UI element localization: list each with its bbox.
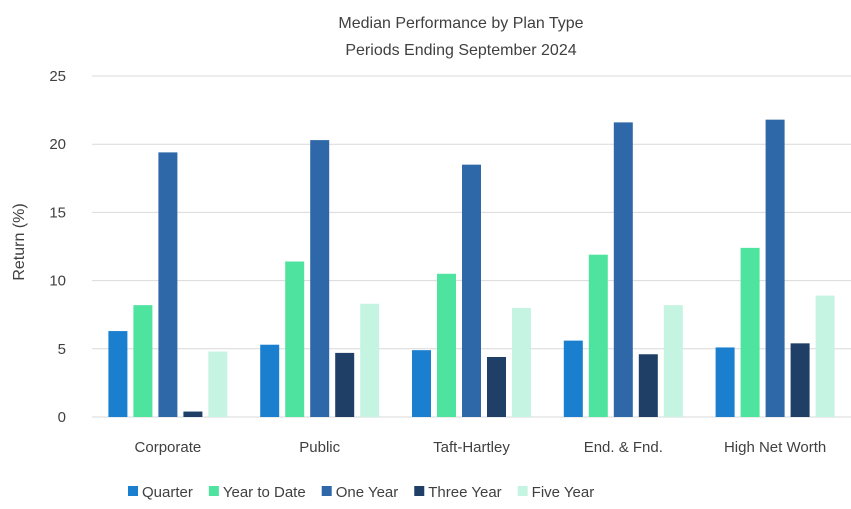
legend-swatch — [321, 486, 332, 496]
bar — [715, 347, 735, 417]
bar — [487, 356, 506, 417]
y-axis-ticks: 0 5 10 15 20 25 — [49, 68, 66, 426]
x-tick-label: High Net Worth — [724, 439, 826, 456]
bar — [765, 119, 785, 417]
bar — [790, 343, 810, 417]
x-tick-label: End. & Fnd. — [584, 439, 663, 456]
y-tick-label: 25 — [49, 68, 66, 85]
bar — [335, 352, 355, 417]
bar — [260, 344, 280, 417]
bar — [512, 307, 531, 417]
x-tick-label: Taft-Hartley — [433, 439, 510, 456]
chart-subtitle: Periods Ending September 2024 — [345, 42, 576, 59]
bar — [740, 247, 760, 417]
y-tick-label: 0 — [58, 409, 66, 426]
bar — [412, 350, 431, 417]
legend-label: Quarter — [142, 484, 193, 501]
bar — [815, 295, 835, 417]
bar — [208, 351, 228, 417]
legend-swatch — [128, 486, 138, 496]
legend: Quarter Year to Date One Year Three Year Fiv… — [128, 484, 594, 501]
bar — [285, 261, 305, 417]
bar — [360, 303, 380, 417]
x-tick-label: Corporate — [135, 439, 202, 456]
bar — [663, 305, 683, 417]
bar — [158, 152, 178, 417]
legend-label: Year to Date — [223, 484, 306, 501]
legend-label: One Year — [336, 484, 399, 501]
y-axis-label: Return (%) — [11, 203, 28, 280]
bar — [563, 340, 583, 417]
bar — [638, 354, 658, 417]
bars — [108, 119, 835, 417]
x-tick-label: Public — [299, 439, 340, 456]
y-tick-label: 5 — [58, 341, 66, 358]
y-tick-label: 15 — [49, 204, 66, 221]
bar — [462, 164, 481, 417]
legend-label: Three Year — [428, 484, 501, 501]
legend-swatch — [517, 486, 528, 496]
chart-title: Median Performance by Plan Type — [338, 15, 583, 32]
bar — [108, 331, 128, 417]
bar — [183, 411, 203, 417]
bar — [310, 140, 330, 417]
y-tick-label: 20 — [49, 136, 66, 153]
legend-swatch — [208, 486, 219, 496]
legend-label: Five Year — [532, 484, 595, 501]
legend-swatch — [414, 486, 425, 496]
bar — [133, 305, 153, 417]
y-tick-label: 10 — [49, 273, 66, 290]
bar — [613, 122, 633, 417]
bar — [588, 254, 608, 417]
bar — [437, 273, 456, 417]
x-axis-ticks: Corporate Public Taft-Hartley End. & Fnd. Hi… — [135, 439, 827, 456]
